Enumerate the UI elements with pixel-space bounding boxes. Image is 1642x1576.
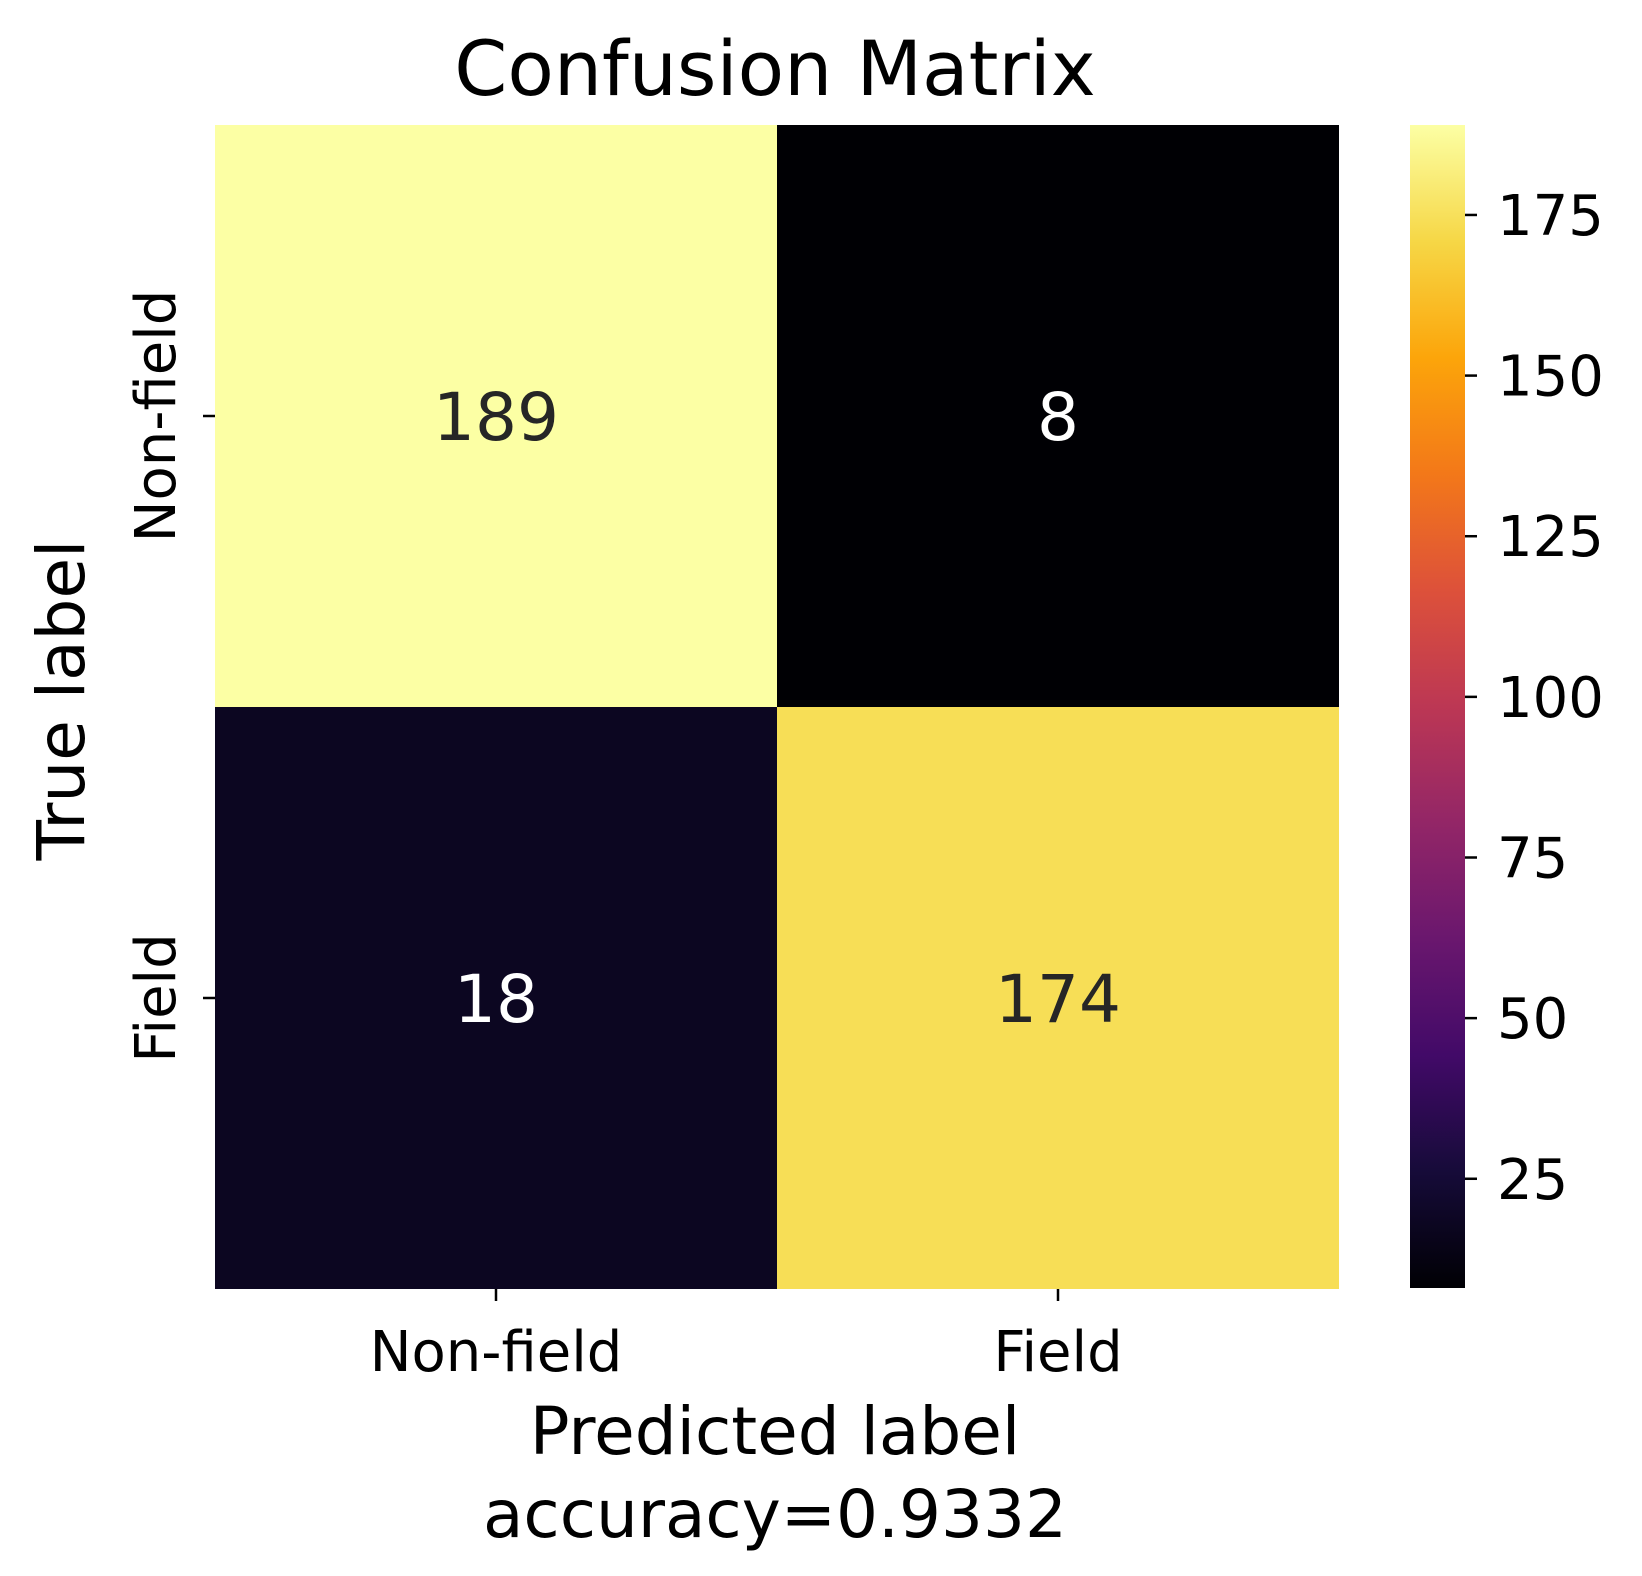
colorbar-tick-label: 125	[1497, 505, 1604, 570]
cell-value-label: 8	[1037, 379, 1079, 456]
cell-value-label: 189	[433, 379, 559, 456]
x-tick-label: Field	[993, 1320, 1122, 1385]
y-axis: Non-field Field	[124, 290, 215, 1063]
x-axis: Non-field Field	[370, 1289, 1123, 1385]
colorbar-tick-label: 25	[1497, 1148, 1568, 1213]
heatmap-cell	[215, 707, 777, 1289]
y-tick-label: Non-field	[124, 290, 189, 543]
heatmap-cells	[215, 125, 1339, 1289]
cell-value-label: 18	[454, 961, 538, 1038]
heatmap-cell-values: 189 8 18 174	[433, 379, 1121, 1038]
heatmap-cell	[215, 125, 777, 707]
x-tick-label: Non-field	[370, 1320, 623, 1385]
cell-value-label: 174	[995, 961, 1121, 1038]
chart-title: Confusion Matrix	[454, 24, 1095, 113]
x-axis-subtitle: accuracy=0.9332	[483, 1476, 1067, 1553]
colorbar-tick-label: 100	[1497, 666, 1604, 731]
colorbar-tick-label: 50	[1497, 987, 1568, 1052]
heatmap-cell	[777, 125, 1339, 707]
x-axis-title: Predicted label	[530, 1393, 1020, 1470]
colorbar-tick-label: 175	[1497, 184, 1604, 249]
colorbar	[1410, 125, 1465, 1288]
colorbar-ticks: 25 50 75 100 125 150 175	[1465, 184, 1604, 1213]
y-tick-label: Field	[124, 933, 189, 1062]
colorbar-tick-label: 75	[1497, 826, 1568, 891]
heatmap-cell	[777, 707, 1339, 1289]
colorbar-tick-label: 150	[1497, 345, 1604, 410]
y-axis-title: True label	[23, 540, 100, 862]
